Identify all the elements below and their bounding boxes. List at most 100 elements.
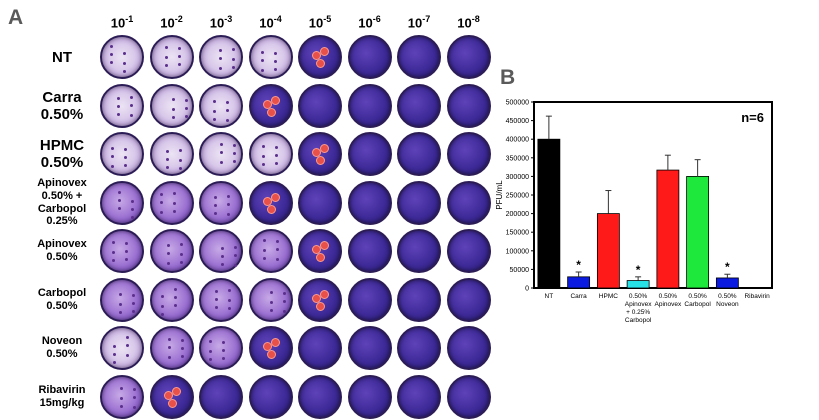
- plaque-speck: [214, 203, 217, 207]
- category-label: Noveon: [716, 301, 739, 308]
- plaque-speck: [133, 387, 136, 391]
- data-bar: [715, 277, 739, 289]
- culture-plate: [397, 374, 441, 419]
- plaque-speck: [112, 259, 115, 262]
- plaque-speck: [227, 194, 230, 198]
- category-label: + 0.25%: [626, 309, 650, 316]
- plaque-count-mark: [262, 196, 272, 206]
- plaque-speck: [167, 338, 171, 341]
- culture-plate: [100, 83, 144, 128]
- plaque-speck: [233, 152, 236, 155]
- plaque-speck: [213, 99, 216, 103]
- plaque-speck: [132, 301, 135, 305]
- plaque-speck: [184, 106, 188, 110]
- culture-plate: [100, 374, 144, 419]
- dilution-header: 10-3: [198, 14, 244, 30]
- culture-plate: [248, 374, 293, 419]
- y-tick-label: 200000: [506, 211, 529, 218]
- plaque-speck: [111, 147, 114, 150]
- plaque-speck: [165, 166, 169, 169]
- culture-plate: [199, 180, 243, 225]
- plaque-speck: [282, 299, 286, 303]
- treatment-label-line: Carra: [42, 88, 82, 106]
- plaque-speck: [130, 113, 133, 117]
- dilution-base: 10: [160, 15, 175, 31]
- plaque-speck: [180, 347, 184, 350]
- plaque-speck: [215, 289, 218, 293]
- treatment-label: Carra 0.50%: [22, 89, 102, 124]
- plaque-speck: [119, 310, 122, 314]
- category-label: Apinovex: [625, 301, 652, 308]
- significance-star: *: [725, 260, 730, 274]
- culture-plate: [149, 229, 194, 273]
- culture-plate: [149, 132, 194, 176]
- category-label: Ribavirin: [744, 293, 770, 300]
- dilution-base: 10: [110, 15, 126, 31]
- plaque-speck: [119, 302, 122, 306]
- dilution-base: 10: [358, 15, 373, 31]
- culture-plate: [199, 277, 243, 322]
- plaque-speck: [166, 244, 170, 247]
- culture-plate: [100, 35, 144, 79]
- culture-plate: [397, 132, 441, 176]
- plaque-speck: [233, 144, 236, 147]
- culture-plate: [446, 180, 491, 225]
- treatment-label-line: Carbopol: [37, 202, 87, 215]
- plaque-speck: [282, 291, 286, 295]
- plaque-speck: [110, 45, 113, 48]
- plaque-speck: [222, 349, 225, 352]
- plaque-speck: [124, 164, 127, 167]
- culture-plate: [199, 35, 243, 79]
- culture-plate: [248, 229, 293, 273]
- plaque-speck: [166, 262, 170, 265]
- treatment-label: Apinovex 0.50% + Carbopol 0.25%: [22, 177, 102, 228]
- plaque-speck: [111, 165, 114, 168]
- significance-star: *: [636, 263, 641, 277]
- plaque-speck: [273, 52, 277, 55]
- plaque-speck: [160, 294, 164, 298]
- culture-plate: [248, 277, 293, 322]
- plaque-speck: [112, 241, 115, 244]
- plaque-speck: [269, 308, 273, 312]
- plaque-speck: [178, 149, 182, 152]
- plaque-speck: [172, 201, 176, 205]
- plaque-speck: [269, 290, 273, 294]
- plaque-speck: [180, 355, 184, 358]
- culture-plate: [298, 180, 342, 225]
- category-label: Apinovex: [655, 301, 682, 308]
- plaque-speck: [165, 150, 169, 153]
- culture-plate: [100, 132, 144, 176]
- plaque-speck: [219, 49, 222, 52]
- plaque-speck: [215, 305, 218, 309]
- plaque-speck: [160, 312, 164, 316]
- dilution-header: 10-7: [396, 14, 442, 30]
- y-tick-label: 400000: [506, 137, 529, 144]
- dilution-header: 10-1: [99, 14, 145, 30]
- plaque-speck: [173, 287, 177, 291]
- treatment-label-line: 0.50%: [46, 251, 78, 264]
- plaque-speck: [234, 246, 237, 249]
- plaque-speck: [110, 61, 113, 64]
- plaque-speck: [113, 361, 116, 364]
- category-label: Carbopol: [625, 317, 652, 324]
- plaque-count-mark: [262, 99, 272, 109]
- plaque-speck: [167, 346, 171, 349]
- culture-plate: [397, 229, 441, 273]
- plaque-speck: [221, 247, 224, 250]
- culture-plate: [397, 277, 441, 322]
- culture-plate: [347, 180, 392, 225]
- plaque-speck: [209, 340, 212, 343]
- treatment-label-line: 0.50%: [40, 105, 84, 123]
- plaque-count-mark: [266, 107, 276, 117]
- dilution-header: 10-6: [347, 14, 393, 30]
- culture-plate: [446, 277, 491, 322]
- plaque-speck: [222, 357, 225, 360]
- plaque-speck: [228, 306, 231, 310]
- plaque-speck: [273, 68, 277, 71]
- plaque-speck: [125, 250, 128, 253]
- treatment-label-line: Apinovex: [37, 238, 87, 251]
- culture-plate: [446, 83, 491, 128]
- culture-plate: [100, 229, 144, 273]
- dilution-base: 10: [457, 15, 472, 31]
- dilution-exponent: -8: [471, 14, 480, 24]
